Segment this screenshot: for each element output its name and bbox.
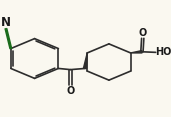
Polygon shape: [131, 51, 142, 53]
Polygon shape: [83, 53, 87, 69]
Text: O: O: [139, 28, 147, 38]
Text: O: O: [66, 86, 75, 96]
Text: N: N: [1, 16, 11, 29]
Text: HO: HO: [155, 47, 171, 57]
